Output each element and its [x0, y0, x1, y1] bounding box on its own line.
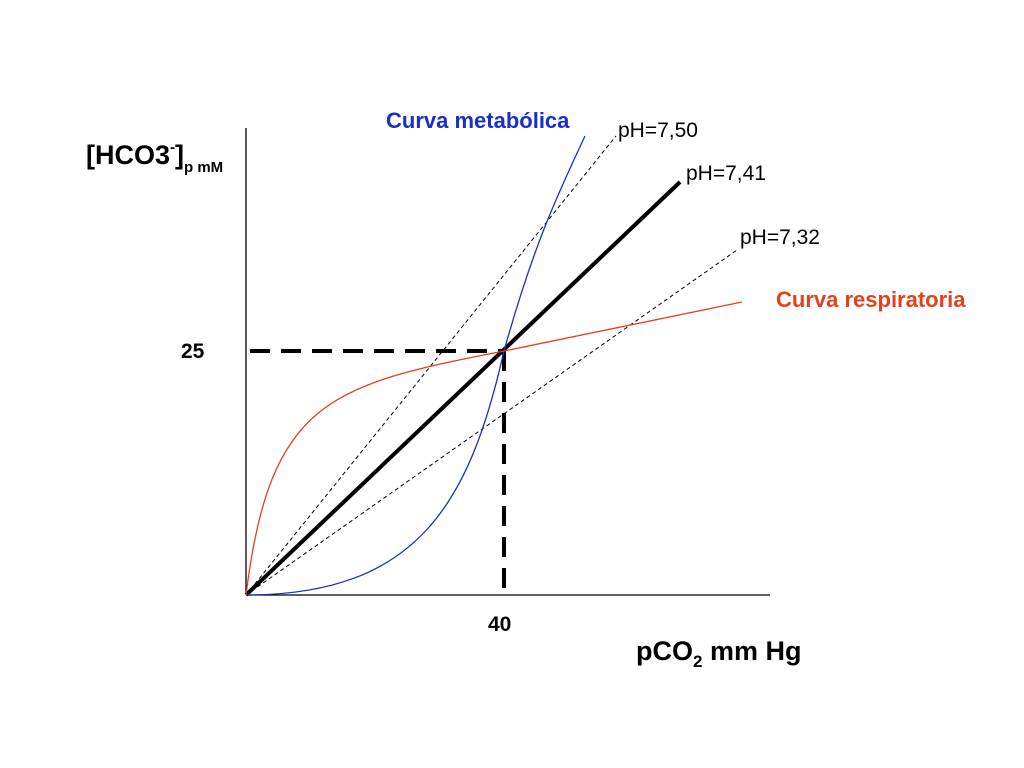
x-axis-label: pCO2 mm Hg: [636, 636, 802, 671]
y-axis-label: [HCO3-]p mM: [86, 140, 223, 175]
x-axis-label-rest: mm Hg: [702, 636, 802, 666]
respiratory-curve: [245, 301, 743, 596]
isopleth-label-ph-7-32: pH=7,32: [740, 226, 820, 249]
y-axis-label-main: [HCO3: [86, 140, 171, 170]
x-axis-label-main: pCO: [636, 636, 693, 666]
y-axis-label-subscript: p mM: [184, 159, 224, 176]
isopleth-ph-7-50: [245, 135, 617, 596]
y-tick-label: 25: [181, 340, 205, 363]
respiratory-curve-label: Curva respiratoria: [776, 287, 966, 312]
metabolic-curve: [245, 135, 586, 596]
y-axis-label-superscript: -: [170, 139, 176, 156]
metabolic-curve-label: Curva metabólica: [386, 108, 570, 133]
isopleth-label-ph-7-41: pH=7,41: [686, 162, 766, 185]
y-axis-label-close: ]: [175, 140, 185, 170]
isopleth-ph-7-32: [245, 249, 738, 596]
x-tick-label: 40: [488, 613, 512, 636]
x-axis-label-subscript: 2: [693, 652, 703, 671]
isopleth-label-ph-7-50: pH=7,50: [618, 119, 698, 142]
isopleth-ph-7-41: [244, 180, 682, 597]
